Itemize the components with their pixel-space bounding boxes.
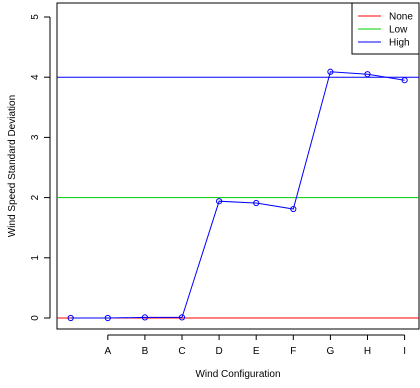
y-tick-label: 2 (30, 194, 41, 200)
x-tick-label: I (403, 346, 406, 357)
data-point (141, 314, 148, 321)
data-point (253, 199, 260, 207)
x-tick-label: A (104, 346, 111, 357)
series-layer (67, 68, 408, 322)
y-tick-label: 0 (30, 315, 41, 321)
x-tick-label: B (142, 346, 149, 357)
data-point (104, 314, 111, 322)
series-line (70, 71, 405, 319)
y-tick-label: 5 (30, 14, 41, 20)
data-point (364, 71, 371, 78)
legend: None Low High (351, 2, 420, 55)
y-tick-label: 3 (30, 134, 41, 140)
y-axis-title: Wind Speed Standard Deviation (7, 95, 18, 237)
y-tick-label: 1 (30, 255, 41, 261)
legend-label: None (389, 12, 413, 23)
data-point (178, 314, 186, 321)
x-tick-label: H (364, 346, 371, 357)
data-point (401, 77, 408, 84)
plot-area (56, 2, 420, 330)
x-tick-label: D (215, 346, 222, 357)
legend-label: High (389, 38, 410, 49)
y-tick-label: 4 (30, 74, 41, 80)
data-point (290, 205, 297, 213)
x-axis-title: Wind Configuration (195, 369, 280, 380)
data-point (67, 314, 74, 322)
y-axis: 0 1 2 3 4 5 (30, 14, 51, 321)
x-tick-label: F (290, 346, 296, 357)
data-point (327, 68, 334, 75)
x-tick-label: E (253, 346, 260, 357)
x-axis: A B C D E F G H I (104, 334, 406, 357)
x-tick-label: C (178, 346, 185, 357)
data-point (216, 198, 223, 205)
x-tick-label: G (327, 346, 335, 357)
legend-label: Low (389, 25, 408, 36)
